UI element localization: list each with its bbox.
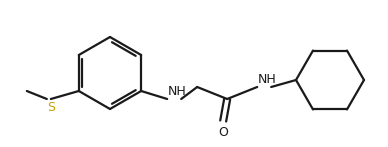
Text: NH: NH bbox=[168, 85, 187, 98]
Text: S: S bbox=[47, 101, 55, 114]
Text: NH: NH bbox=[258, 73, 277, 86]
Text: O: O bbox=[218, 126, 228, 139]
